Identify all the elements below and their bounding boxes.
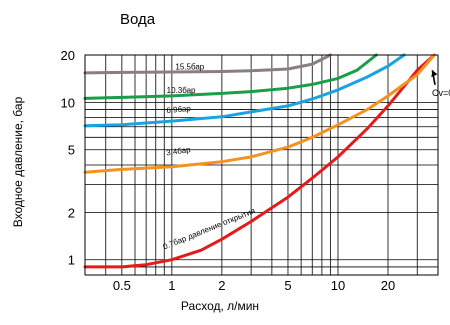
chart-title: Вода [120, 11, 156, 28]
annotation-text: Cv=0.6 [432, 88, 450, 98]
annotation-arrowhead [431, 70, 438, 78]
y-tick-label: 10 [61, 95, 75, 110]
series-line [83, 53, 436, 174]
x-tick-label: 20 [381, 278, 395, 293]
x-tick-label: 5 [284, 278, 291, 293]
y-axis-label: Входное давление, бар [11, 96, 25, 227]
y-tick-label: 5 [68, 143, 75, 158]
series-label: 15.5бар [175, 62, 204, 71]
curve-labels: 0.7бар давление открытия3.4бар6.9бар10.3… [162, 62, 450, 251]
grid [84, 55, 438, 275]
series-line [83, 53, 436, 269]
series-line [83, 53, 332, 75]
series-label: 10.3бар [167, 86, 196, 95]
x-tick-label: 1 [168, 278, 175, 293]
x-axis-label: Расход, л/мин [181, 299, 259, 313]
series-label: 3.4бар [166, 145, 192, 157]
curves [83, 53, 436, 269]
y-tick-label: 20 [61, 48, 75, 63]
x-tick-label: 0.5 [113, 278, 131, 293]
series-label: 6.9бар [166, 104, 192, 115]
series-line [83, 53, 406, 128]
y-tick-label: 1 [68, 253, 75, 268]
series-line [83, 53, 378, 100]
x-tick-label: 2 [218, 278, 225, 293]
y-tick-label: 2 [68, 205, 75, 220]
x-tick-label: 10 [331, 278, 345, 293]
plot-frame [84, 54, 439, 276]
tick-labels: 0.5 1 2 5 10 20 1 2 5 10 20 [61, 48, 396, 293]
